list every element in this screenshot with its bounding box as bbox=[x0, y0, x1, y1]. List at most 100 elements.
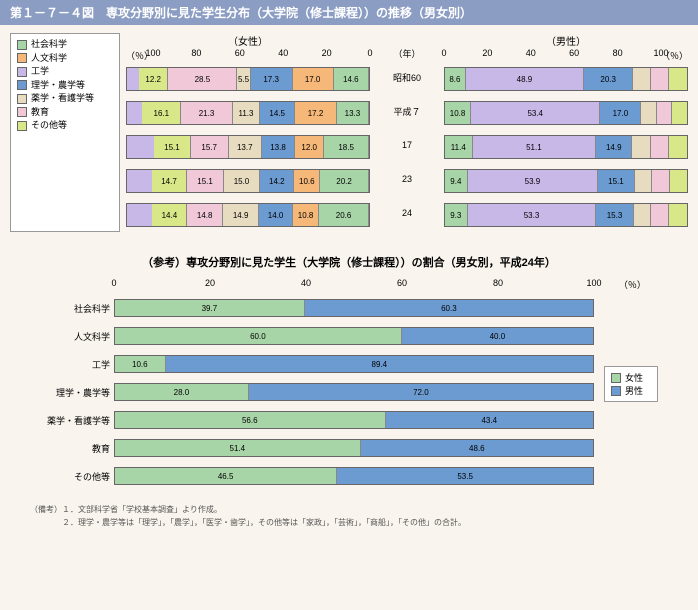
bar-segment: 11.3 bbox=[233, 102, 260, 124]
legend-item: 男性 bbox=[611, 384, 651, 397]
male-segment: 43.4 bbox=[386, 412, 593, 428]
female-segment: 28.0 bbox=[115, 384, 249, 400]
bar-segment bbox=[633, 68, 651, 90]
bar-segment: 20.2 bbox=[320, 170, 369, 192]
male-segment: 48.6 bbox=[361, 440, 593, 456]
hbar-label: 理学・農学等 bbox=[40, 386, 110, 399]
hbar-row: 人文科学60.040.0 bbox=[40, 322, 594, 350]
bar-segment bbox=[641, 102, 656, 124]
stack-row: 13.317.214.511.321.316.1 bbox=[126, 96, 370, 130]
year-unit: （年） 昭和60平成７172324 bbox=[388, 33, 426, 232]
stack-row: 11.451.114.9 bbox=[444, 130, 688, 164]
hbar-row: 薬学・看護学等56.643.4 bbox=[40, 406, 594, 434]
figure-container: 第１－７－４図 専攻分野別に見た学生分布（大学院（修士課程））の推移（男女別） … bbox=[0, 0, 698, 542]
legend-item: 理学・農学等 bbox=[17, 79, 113, 93]
male-segment: 89.4 bbox=[166, 356, 593, 372]
bar-segment: 16.1 bbox=[142, 102, 181, 124]
bar-segment: 17.2 bbox=[295, 102, 337, 124]
male-segment: 72.0 bbox=[249, 384, 593, 400]
bar-segment: 14.5 bbox=[260, 102, 295, 124]
bar-segment bbox=[127, 68, 139, 90]
axis-tick: 60 bbox=[397, 278, 407, 288]
legend-label: 人文科学 bbox=[31, 52, 67, 66]
legend-swatch bbox=[17, 121, 27, 131]
bar-segment bbox=[672, 102, 687, 124]
stack-row: 8.648.920.3 bbox=[444, 62, 688, 96]
pct-unit: （％） bbox=[619, 278, 646, 291]
hbar-row: 社会科学 39.760.3 bbox=[40, 294, 594, 322]
bar-segment: 9.4 bbox=[445, 170, 468, 192]
bar-segment: 17.3 bbox=[251, 68, 293, 90]
axis-tick: 60 bbox=[235, 48, 245, 58]
bar-segment: 14.0 bbox=[259, 204, 293, 226]
bar-segment: 8.6 bbox=[445, 68, 466, 90]
legend-swatch bbox=[611, 386, 621, 396]
bar-segment: 15.1 bbox=[187, 170, 224, 192]
male-bar: 10.853.417.0 bbox=[444, 101, 688, 125]
axis-tick: 40 bbox=[278, 48, 288, 58]
bar-segment: 5.5 bbox=[237, 68, 250, 90]
bar-segment: 51.1 bbox=[473, 136, 597, 158]
bar-segment bbox=[127, 102, 142, 124]
bar-segment bbox=[127, 136, 154, 158]
legend-item: その他等 bbox=[17, 119, 113, 133]
axis-tick: 20 bbox=[205, 278, 215, 288]
bar-segment: 12.0 bbox=[295, 136, 324, 158]
legend-item: 人文科学 bbox=[17, 52, 113, 66]
legend-label: 社会科学 bbox=[31, 38, 67, 52]
bar-segment: 28.5 bbox=[168, 68, 237, 90]
legend-item: 薬学・看護学等 bbox=[17, 92, 113, 106]
hbar-bar: 56.643.4 bbox=[114, 411, 594, 429]
ref-chart-title: （参考）専攻分野別に見た学生（大学院（修士課程））の割合（男女別，平成24年） bbox=[0, 254, 698, 270]
bar-segment: 15.1 bbox=[598, 170, 635, 192]
axis-tick: 100 bbox=[586, 278, 601, 288]
bar-segment: 21.3 bbox=[181, 102, 233, 124]
legend-swatch bbox=[17, 80, 27, 90]
bar-segment: 53.9 bbox=[468, 170, 598, 192]
axis-tick: 80 bbox=[191, 48, 201, 58]
bar-segment: 13.8 bbox=[262, 136, 295, 158]
footnote-2: ２．理学・農学等は「理学」，「農学」，「医学・歯学」，その他等は「家政」，「芸術… bbox=[30, 517, 668, 530]
stack-row: 14.617.017.35.528.512.2 bbox=[126, 62, 370, 96]
footnote-1: （備考）１．文部科学省「学校基本調査」より作成。 bbox=[30, 504, 668, 517]
hbar-label: 人文科学 bbox=[40, 330, 110, 343]
axis-tick: 20 bbox=[322, 48, 332, 58]
legend-swatch bbox=[17, 53, 27, 63]
legend-label: 薬学・看護学等 bbox=[31, 92, 94, 106]
hbar-label: 社会科学 bbox=[40, 302, 110, 315]
stack-row: 20.610.814.014.914.814.4 bbox=[126, 198, 370, 232]
year-label: 平成７ bbox=[388, 94, 426, 128]
bar-segment: 9.3 bbox=[445, 204, 468, 226]
bar-segment: 13.3 bbox=[337, 102, 369, 124]
male-bar: 11.451.114.9 bbox=[444, 135, 688, 159]
figure-title: 第１－７－４図 専攻分野別に見た学生分布（大学院（修士課程））の推移（男女別） bbox=[0, 0, 698, 25]
axis-tick: 80 bbox=[613, 48, 623, 58]
female-bar: 13.317.214.511.321.316.1 bbox=[126, 101, 370, 125]
male-segment: 53.5 bbox=[337, 468, 593, 484]
female-chart: （女性） （％） 100806040200 14.617.017.35.528.… bbox=[126, 33, 370, 232]
female-segment: 10.6 bbox=[115, 356, 166, 372]
bar-segment: 15.3 bbox=[596, 204, 633, 226]
legend-swatch bbox=[611, 373, 621, 383]
legend-label: 女性 bbox=[625, 371, 643, 384]
hbar-bar: 39.760.3 bbox=[114, 299, 594, 317]
hbar-bar: 28.072.0 bbox=[114, 383, 594, 401]
legend-label: 教育 bbox=[31, 106, 49, 120]
hbar-label: 教育 bbox=[40, 442, 110, 455]
field-legend: 社会科学人文科学工学理学・農学等薬学・看護学等教育その他等 bbox=[10, 33, 120, 232]
legend-swatch bbox=[17, 67, 27, 77]
axis-tick: 0 bbox=[111, 278, 116, 288]
top-charts: 社会科学人文科学工学理学・農学等薬学・看護学等教育その他等 （女性） （％） 1… bbox=[0, 25, 698, 236]
axis-tick: 100 bbox=[653, 48, 668, 58]
bar-segment bbox=[127, 170, 152, 192]
hbar-row: 理学・農学等 28.072.0 bbox=[40, 378, 594, 406]
bar-segment: 15.1 bbox=[154, 136, 191, 158]
bar-segment: 12.2 bbox=[139, 68, 169, 90]
bar-segment bbox=[651, 136, 669, 158]
male-chart-title: （男性） bbox=[444, 33, 688, 48]
stack-row: 20.210.614.215.015.114.7 bbox=[126, 164, 370, 198]
stack-row: 9.353.315.3 bbox=[444, 198, 688, 232]
year-label: 23 bbox=[388, 162, 426, 196]
bar-segment: 14.2 bbox=[260, 170, 294, 192]
hbar-label: その他等 bbox=[40, 470, 110, 483]
